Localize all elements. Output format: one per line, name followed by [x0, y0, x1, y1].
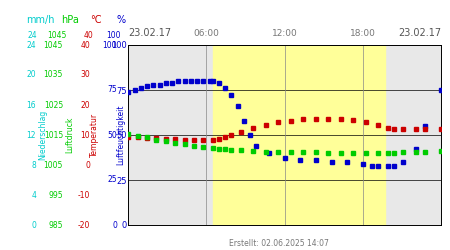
Text: -20: -20 — [77, 220, 90, 230]
Text: 12: 12 — [27, 130, 36, 140]
Text: 40: 40 — [80, 40, 90, 50]
Text: 1005: 1005 — [44, 160, 63, 170]
Text: °C: °C — [90, 15, 102, 25]
Text: 100: 100 — [106, 30, 121, 40]
Text: mm/h: mm/h — [26, 15, 55, 25]
Text: 06:00: 06:00 — [194, 29, 220, 38]
Text: Luftfeuchtigkeit: Luftfeuchtigkeit — [116, 105, 125, 165]
Text: 75: 75 — [107, 86, 117, 94]
Text: 23.02.17: 23.02.17 — [128, 28, 171, 38]
Text: Erstellt: 02.06.2025 14:07: Erstellt: 02.06.2025 14:07 — [229, 238, 329, 248]
Text: 23.02.17: 23.02.17 — [398, 28, 441, 38]
Text: 1045: 1045 — [47, 30, 67, 40]
Text: 16: 16 — [27, 100, 36, 110]
Text: Luftdruck: Luftdruck — [65, 117, 74, 153]
Text: 8: 8 — [31, 160, 36, 170]
Text: 1045: 1045 — [44, 40, 63, 50]
Text: -10: -10 — [77, 190, 90, 200]
Bar — [213, 45, 385, 225]
Text: 0: 0 — [85, 160, 90, 170]
Text: 1035: 1035 — [44, 70, 63, 80]
Text: 10: 10 — [81, 130, 90, 140]
Text: 0: 0 — [112, 220, 117, 230]
Text: 25: 25 — [108, 176, 117, 184]
Text: 24: 24 — [27, 40, 36, 50]
Text: 995: 995 — [49, 190, 63, 200]
Text: Temperatur: Temperatur — [90, 113, 99, 157]
Text: 0: 0 — [31, 220, 36, 230]
Text: 24: 24 — [27, 30, 37, 40]
Text: 4: 4 — [31, 190, 36, 200]
Text: 20: 20 — [81, 100, 90, 110]
Text: 50: 50 — [107, 130, 117, 140]
Text: hPa: hPa — [61, 15, 79, 25]
Text: 20: 20 — [27, 70, 36, 80]
Text: Niederschlag: Niederschlag — [38, 110, 47, 160]
Text: 1025: 1025 — [44, 100, 63, 110]
Text: 985: 985 — [49, 220, 63, 230]
Text: 30: 30 — [80, 70, 90, 80]
Text: 100: 100 — [103, 40, 117, 50]
Text: 1015: 1015 — [44, 130, 63, 140]
Text: %: % — [116, 15, 125, 25]
Text: 40: 40 — [84, 30, 94, 40]
Text: 12:00: 12:00 — [272, 29, 297, 38]
Text: 18:00: 18:00 — [350, 29, 376, 38]
